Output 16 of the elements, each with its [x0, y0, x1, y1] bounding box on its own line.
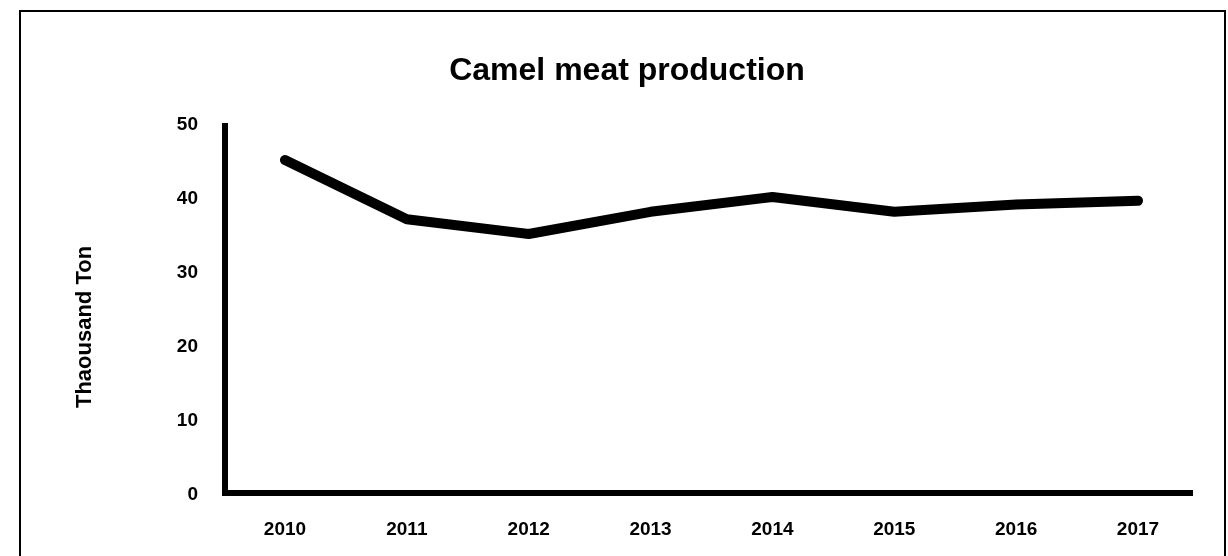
- x-tick-label: 2017: [1116, 518, 1160, 539]
- y-tick-label: 0: [187, 482, 198, 504]
- x-tick-label: 2012: [507, 518, 550, 539]
- y-tick-label: 20: [176, 334, 198, 356]
- y-tick-label: 50: [176, 112, 198, 134]
- x-tick-label: 2013: [629, 518, 672, 539]
- y-tick-label: 30: [176, 260, 198, 282]
- x-tick-label: 2014: [751, 518, 794, 539]
- y-axis-title: Thaousand Ton: [71, 245, 96, 409]
- chart-title: Camel meat production: [449, 51, 805, 87]
- x-tick-label: 2011: [386, 518, 428, 539]
- x-tick-label: 2015: [873, 518, 916, 539]
- x-tick-label: 2016: [995, 518, 1038, 539]
- y-tick-label: 40: [176, 186, 198, 208]
- x-tick-label: 2010: [263, 518, 307, 539]
- y-tick-label: 10: [176, 408, 198, 430]
